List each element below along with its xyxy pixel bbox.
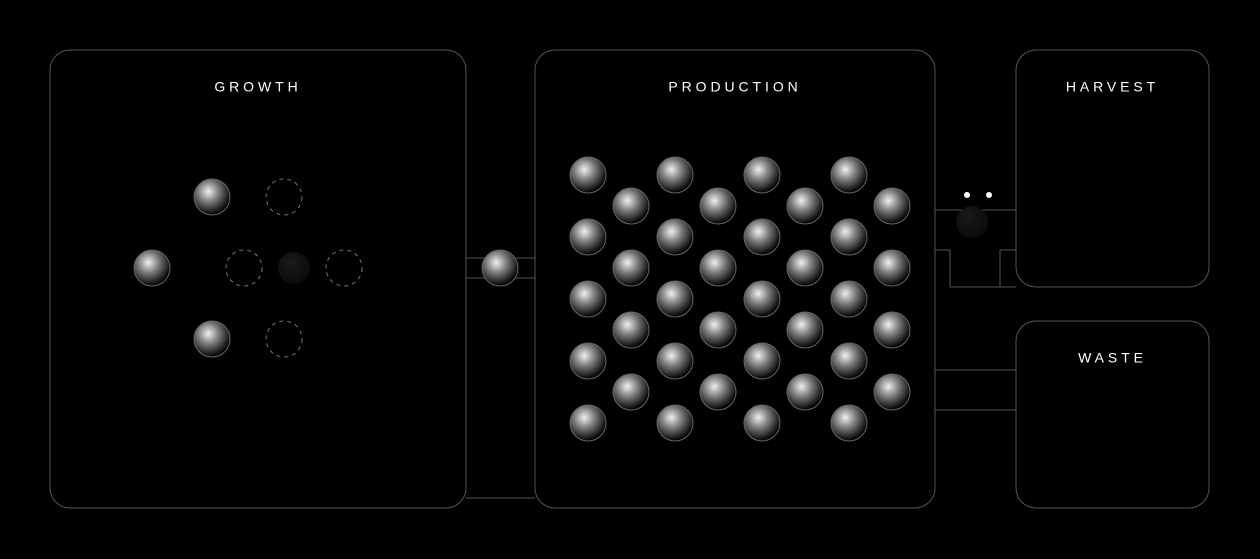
production-sphere (700, 312, 736, 348)
production-sphere (570, 157, 606, 193)
panel-waste: WASTE (1016, 321, 1209, 508)
indicator-dot (964, 192, 970, 198)
growth-spheres (134, 179, 362, 357)
production-sphere (570, 405, 606, 441)
transfer-sphere (482, 250, 518, 286)
production-sphere (831, 343, 867, 379)
sphere-placeholder (266, 179, 302, 215)
production-sphere (613, 188, 649, 224)
production-sphere (787, 312, 823, 348)
production-sphere (831, 219, 867, 255)
sphere-placeholder (266, 321, 302, 357)
production-sphere (831, 405, 867, 441)
panel-harvest-label: HARVEST (1066, 79, 1159, 95)
process-diagram: GROWTH PRODUCTION HARVEST WASTE (0, 0, 1260, 559)
production-sphere (613, 250, 649, 286)
production-sphere (874, 312, 910, 348)
sphere-placeholder (326, 250, 362, 286)
production-sphere (570, 219, 606, 255)
growth-sphere (194, 321, 230, 357)
sphere-placeholder (226, 250, 262, 286)
growth-dark-sphere (278, 252, 310, 284)
production-sphere (700, 188, 736, 224)
production-sphere (570, 281, 606, 317)
junction-dark-sphere (956, 206, 988, 238)
production-sphere (657, 405, 693, 441)
production-sphere (787, 188, 823, 224)
production-sphere (657, 343, 693, 379)
indicator-dot (986, 192, 992, 198)
production-sphere (744, 219, 780, 255)
growth-sphere (194, 179, 230, 215)
production-sphere (744, 281, 780, 317)
production-sphere (874, 374, 910, 410)
production-sphere (657, 281, 693, 317)
production-sphere (700, 374, 736, 410)
production-sphere (570, 343, 606, 379)
production-sphere (787, 250, 823, 286)
connectors (466, 210, 1016, 498)
production-sphere (874, 250, 910, 286)
output-junction (956, 192, 992, 238)
production-sphere (613, 312, 649, 348)
growth-sphere (134, 250, 170, 286)
production-sphere (657, 219, 693, 255)
production-spheres (570, 157, 910, 441)
production-sphere (700, 250, 736, 286)
production-sphere (613, 374, 649, 410)
production-sphere (744, 157, 780, 193)
panel-harvest: HARVEST (1016, 50, 1209, 287)
production-sphere (744, 343, 780, 379)
panel-growth-label: GROWTH (214, 79, 301, 95)
production-sphere (657, 157, 693, 193)
production-sphere (874, 188, 910, 224)
panel-production-label: PRODUCTION (668, 79, 801, 95)
production-sphere (831, 281, 867, 317)
production-sphere (744, 405, 780, 441)
production-sphere (787, 374, 823, 410)
production-sphere (831, 157, 867, 193)
panel-waste-label: WASTE (1078, 350, 1147, 366)
